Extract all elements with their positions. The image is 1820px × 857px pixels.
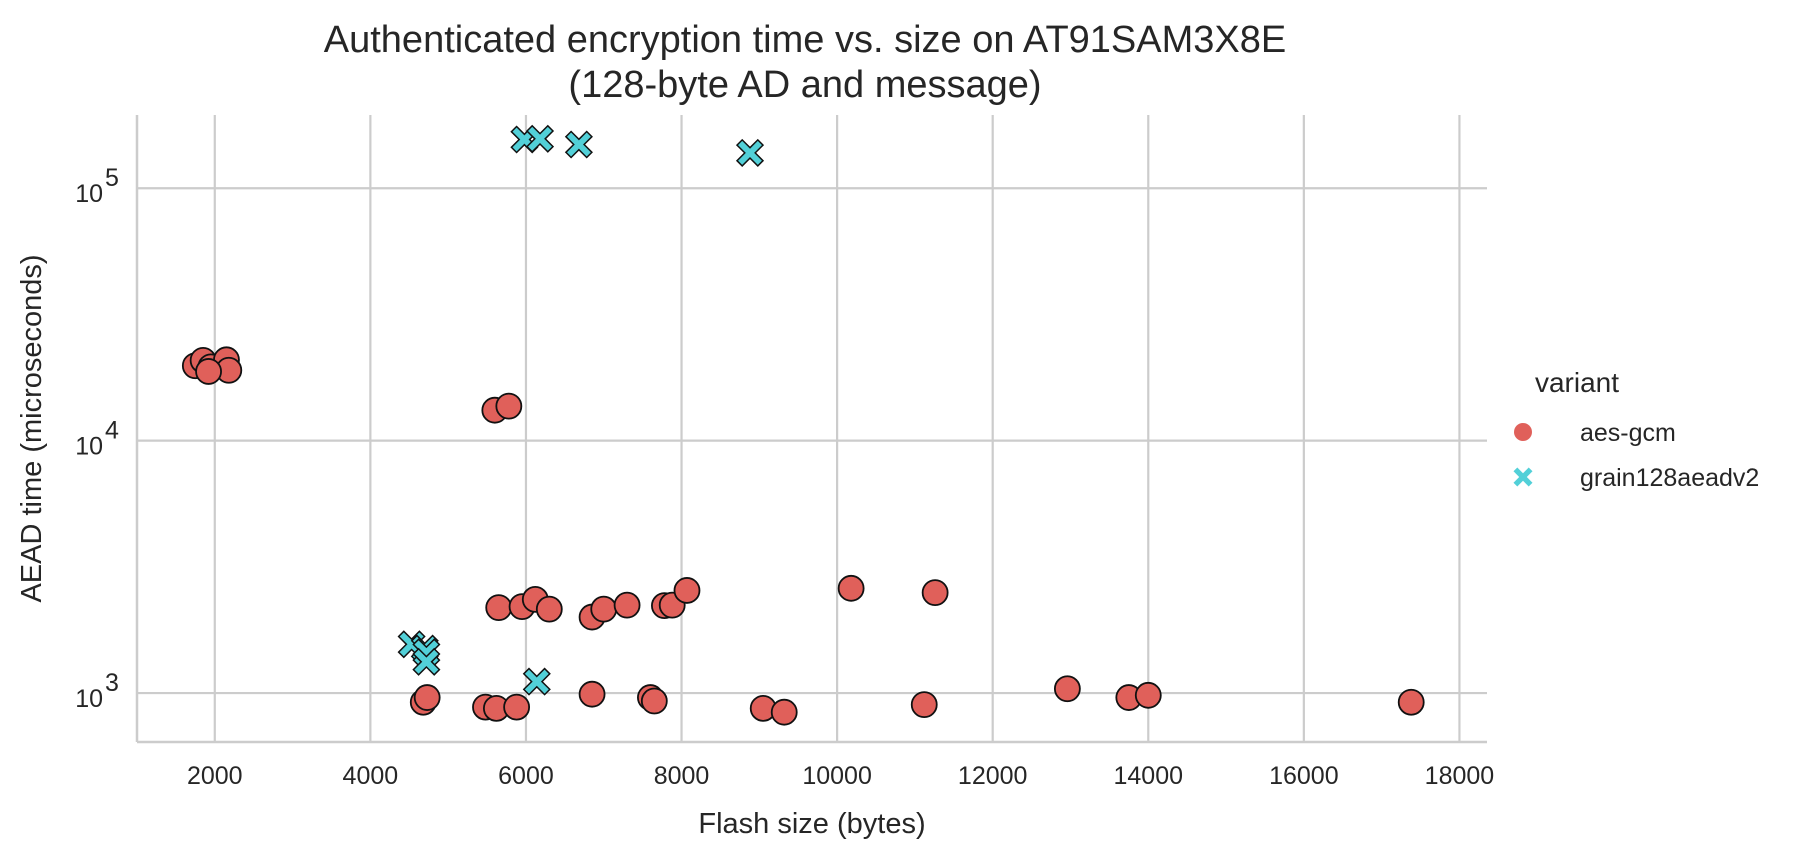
y-axis-label: AEAD time (microseconds) — [16, 254, 48, 602]
data-point-aes-gcm — [910, 691, 938, 719]
legend-title: variant — [1535, 367, 1619, 398]
data-point-grain128aeadv2 — [564, 130, 593, 159]
data-point-aes-gcm — [1053, 675, 1081, 703]
x-axis-ticks: 2000 4000 6000 8000 10000 12000 14000 16000 1800… — [187, 762, 1494, 790]
series-grain128aeadv2 — [397, 124, 765, 696]
data-point-aes-gcm — [413, 684, 441, 711]
data-point-aes-gcm — [485, 594, 513, 622]
data-point-grain128aeadv2 — [412, 647, 441, 676]
data-point-aes-gcm — [673, 577, 701, 604]
series-aes-gcm — [181, 346, 1425, 726]
data-point-aes-gcm — [1134, 681, 1162, 709]
x-tick-label: 12000 — [958, 762, 1028, 790]
chart-title-line-1: Authenticated encryption time vs. size o… — [324, 19, 1286, 61]
data-point-aes-gcm — [921, 579, 949, 607]
data-point-aes-gcm — [770, 698, 798, 726]
data-point-grain128aeadv2 — [525, 124, 555, 153]
x-tick-label: 6000 — [498, 762, 554, 790]
y-tick-label: 10 — [75, 685, 103, 713]
axis-spines — [135, 115, 1487, 744]
data-point-aes-gcm — [495, 392, 523, 420]
legend: variant aes-gcm grain128aeadv2 — [1513, 367, 1759, 492]
legend-marker-grain128aeadv2 — [1513, 467, 1533, 487]
data-point-aes-gcm — [1397, 688, 1425, 716]
legend-marker-aes-gcm — [1514, 423, 1532, 441]
y-tick-exponent: 3 — [105, 669, 119, 697]
y-tick-label: 10 — [75, 180, 103, 208]
data-point-aes-gcm — [590, 595, 618, 623]
data-point-aes-gcm — [535, 595, 563, 623]
data-points — [181, 124, 1425, 726]
data-point-aes-gcm — [503, 693, 531, 721]
data-point-aes-gcm — [578, 680, 606, 708]
data-point-aes-gcm — [640, 687, 668, 715]
data-point-grain128aeadv2 — [522, 667, 551, 696]
y-tick-exponent: 5 — [105, 164, 119, 192]
x-tick-label: 16000 — [1269, 762, 1339, 790]
data-point-aes-gcm — [195, 358, 222, 385]
chart-title: Authenticated encryption time vs. size o… — [324, 19, 1286, 106]
y-tick-label: 10 — [75, 433, 103, 461]
x-tick-label: 10000 — [802, 762, 872, 790]
grid-lines — [137, 115, 1487, 742]
chart-title-line-2: (128-byte AD and message) — [568, 64, 1041, 106]
x-tick-label: 2000 — [187, 762, 243, 790]
x-tick-label: 14000 — [1114, 762, 1184, 790]
x-tick-label: 4000 — [343, 762, 399, 790]
legend-label-aes-gcm: aes-gcm — [1580, 419, 1676, 447]
data-point-aes-gcm — [613, 591, 641, 619]
x-tick-label: 8000 — [654, 762, 710, 790]
data-point-grain128aeadv2 — [735, 138, 765, 167]
y-tick-exponent: 4 — [105, 417, 119, 445]
legend-label-grain128aeadv2: grain128aeadv2 — [1580, 464, 1759, 492]
data-point-aes-gcm — [837, 574, 865, 602]
x-axis-label: Flash size (bytes) — [698, 808, 925, 840]
x-tick-label: 18000 — [1425, 762, 1495, 790]
